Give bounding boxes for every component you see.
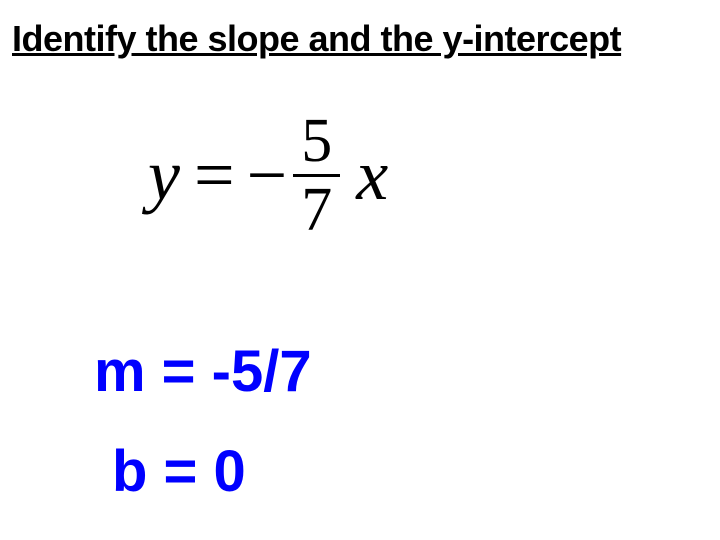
equals-sign: = [194, 134, 235, 217]
title-text: Identify the slope and the y-intercept [12, 18, 621, 59]
answer-intercept: b = 0 [112, 438, 246, 505]
answer-slope: m = -5/7 [94, 338, 312, 405]
fraction-denominator: 7 [293, 177, 340, 241]
minus-sign: − [247, 134, 288, 217]
page-title: Identify the slope and the y-intercept [12, 18, 621, 60]
equation-lhs: y [148, 134, 180, 217]
fraction: 5 7 [293, 110, 340, 241]
equation-variable: x [356, 134, 388, 217]
fraction-numerator: 5 [293, 110, 340, 174]
equation: y = − 5 7 x [148, 110, 388, 241]
